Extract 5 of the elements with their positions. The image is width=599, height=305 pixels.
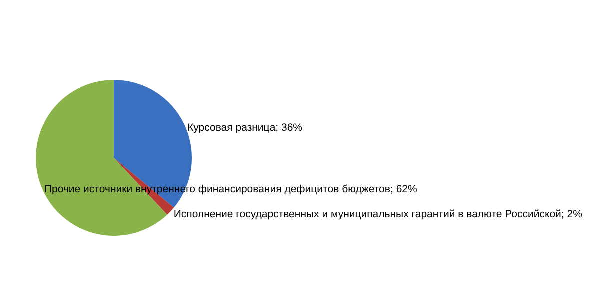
- data-label: ; 2%: [561, 208, 582, 220]
- data-label: ; 62%: [390, 184, 418, 196]
- slice-label: Курсовая разница: [188, 122, 276, 134]
- slice-label: Исполнение государственных и муниципальных гарантий в валюте Российской: [174, 208, 562, 220]
- data-label: ; 36%: [276, 122, 303, 134]
